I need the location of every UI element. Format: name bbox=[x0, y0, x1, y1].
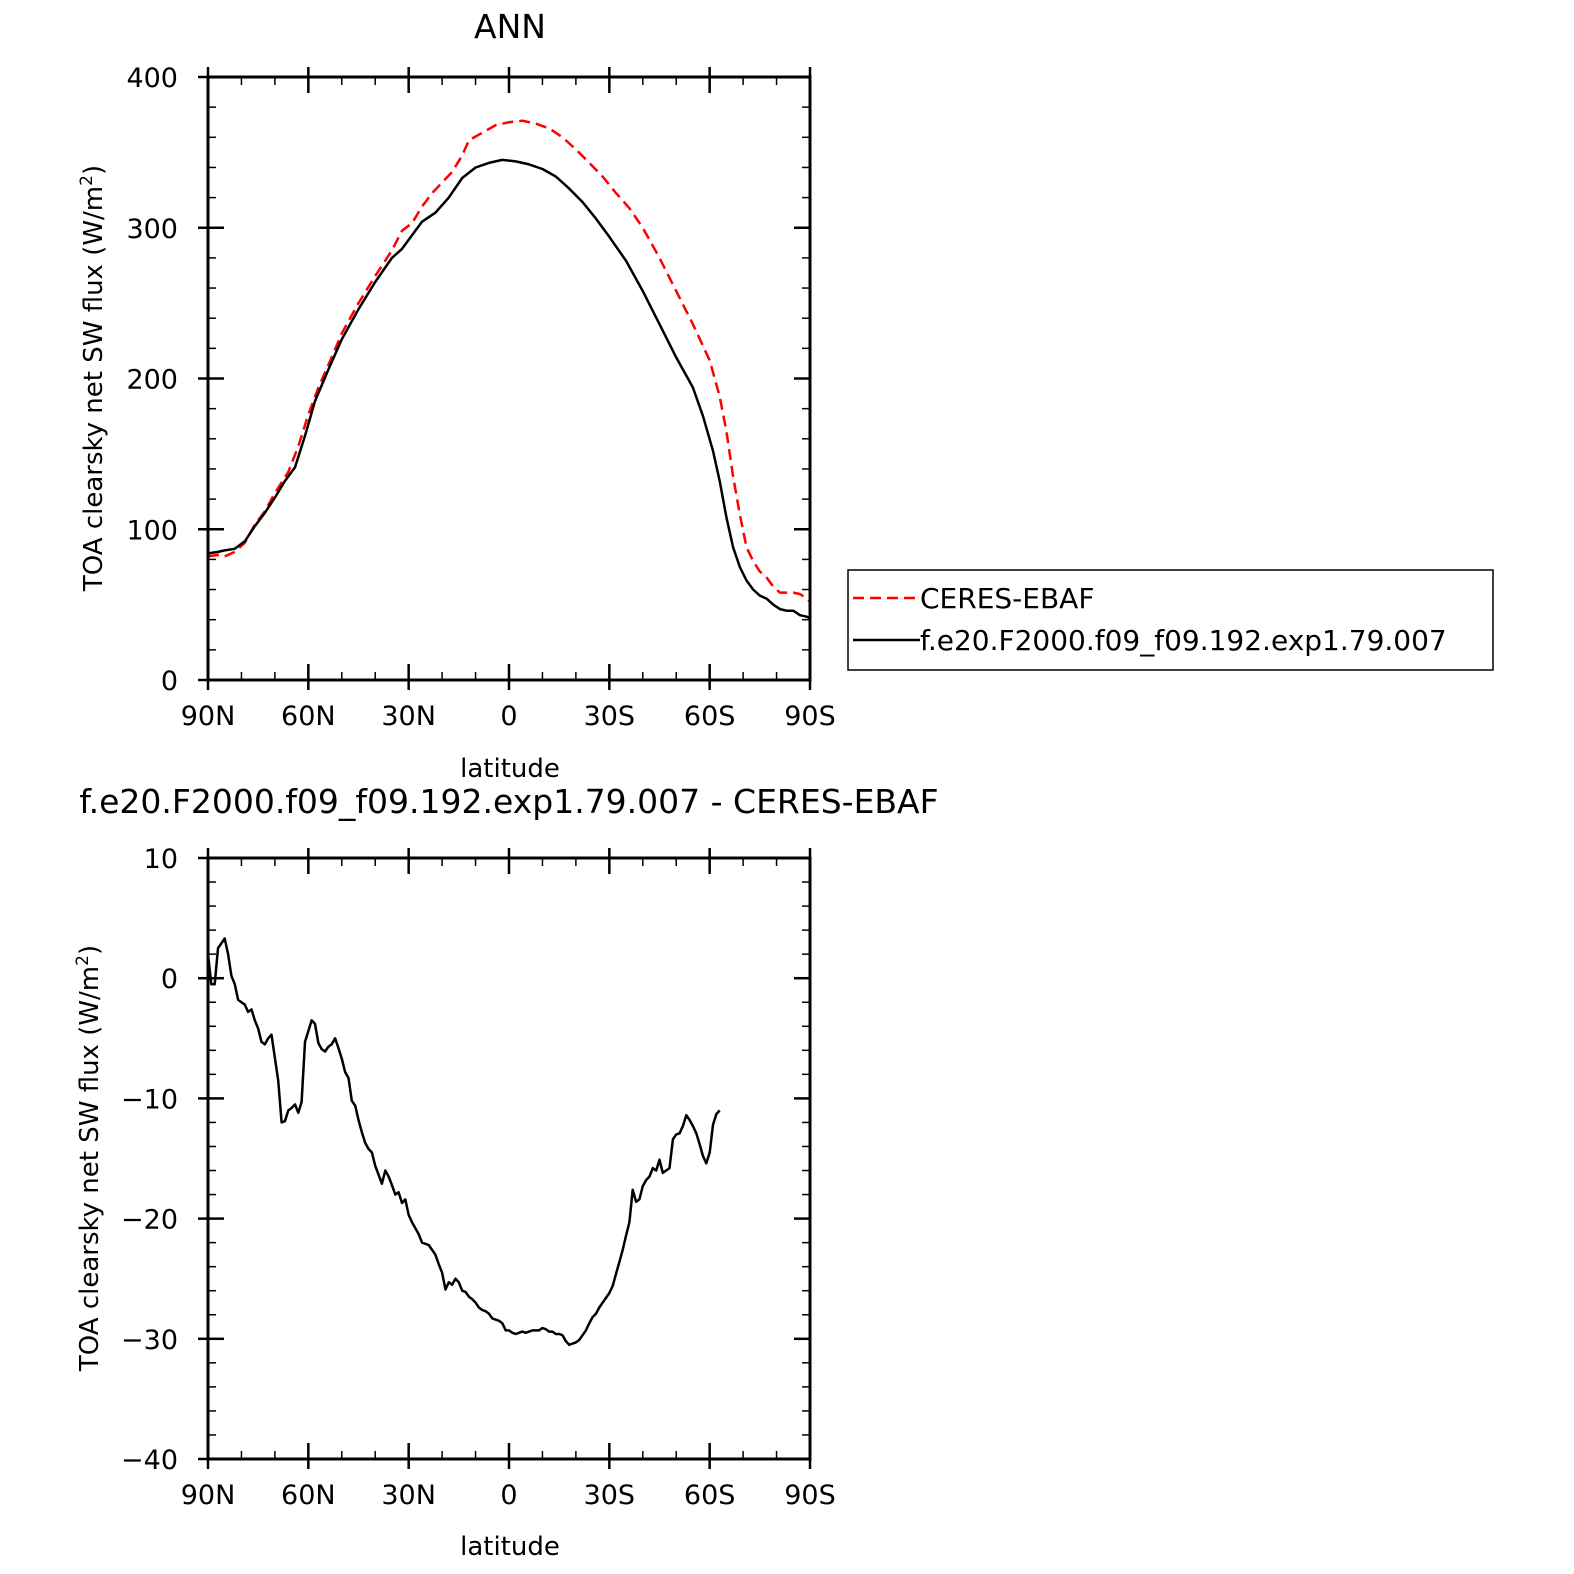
top-series-line-0 bbox=[207, 119, 811, 603]
top-plot-title: ANN bbox=[474, 7, 546, 46]
bottom-y-tick-label: 0 bbox=[161, 964, 178, 995]
top-series-line-1 bbox=[207, 158, 811, 620]
top-y-axis-title-main: TOA clearsky net SW flux (W/m bbox=[79, 186, 109, 592]
bottom-y-tick-label: −40 bbox=[121, 1445, 178, 1476]
bottom-y-axis-title-main: TOA clearsky net SW flux (W/m bbox=[75, 966, 105, 1372]
bottom-x-tick-label: 0 bbox=[500, 1480, 517, 1511]
top-y-tick-label: 100 bbox=[126, 515, 178, 546]
bottom-y-tick-label: −20 bbox=[121, 1205, 178, 1236]
legend-label-model: f.e20.F2000.f09_f09.192.exp1.79.007 bbox=[920, 624, 1447, 657]
top-x-tick-labels: 90N 60N 30N 0 30S 60S 90S bbox=[181, 701, 836, 732]
bottom-y-tick-labels: −40 −30 −20 −10 0 10 bbox=[121, 844, 178, 1476]
bottom-plot-title: f.e20.F2000.f09_f09.192.exp1.79.007 - CE… bbox=[79, 782, 938, 821]
legend-box bbox=[847, 569, 1494, 671]
bottom-y-tick-label: −30 bbox=[121, 1325, 178, 1356]
bottom-x-tick-label: 60S bbox=[684, 1480, 736, 1511]
bottom-x-tick-label: 90N bbox=[181, 1480, 236, 1511]
bottom-y-axis-title-close: ) bbox=[75, 945, 105, 955]
top-y-tick-label: 0 bbox=[161, 666, 178, 697]
top-plot: ANN 0 100 200 300 400 90N 60N 30N 0 30S 60S 90S la… bbox=[77, 7, 1494, 784]
bottom-y-axis-title: TOA clearsky net SW flux (W/m2) bbox=[73, 945, 105, 1372]
top-x-tick-label: 60N bbox=[281, 701, 336, 732]
top-x-tick-label: 90N bbox=[181, 701, 236, 732]
top-x-tick-label: 30N bbox=[381, 701, 436, 732]
top-y-tick-labels: 0 100 200 300 400 bbox=[126, 63, 178, 697]
bottom-y-tick-label: 10 bbox=[144, 844, 178, 875]
bottom-ticks-layer bbox=[198, 848, 812, 1469]
bottom-x-axis-title: latitude bbox=[460, 1532, 560, 1562]
top-y-axis-title-close: ) bbox=[79, 165, 109, 175]
bottom-x-tick-labels: 90N 60N 30N 0 30S 60S 90S bbox=[181, 1480, 836, 1511]
legend: CERES-EBAF f.e20.F2000.f09_f09.192.exp1.… bbox=[847, 569, 1494, 671]
top-plot-frame bbox=[206, 75, 812, 682]
bottom-x-tick-label: 90S bbox=[784, 1480, 836, 1511]
bottom-plot-frame bbox=[206, 856, 812, 1461]
top-x-tick-label: 60S bbox=[684, 701, 736, 732]
bottom-y-tick-label: −10 bbox=[121, 1084, 178, 1115]
bottom-x-tick-label: 60N bbox=[281, 1480, 336, 1511]
bottom-x-tick-label: 30S bbox=[584, 1480, 636, 1511]
top-y-tick-label: 400 bbox=[126, 63, 178, 94]
top-x-tick-label: 0 bbox=[500, 701, 517, 732]
bottom-plot: f.e20.F2000.f09_f09.192.exp1.79.007 - CE… bbox=[73, 782, 939, 1562]
legend-label-ceres-ebaf: CERES-EBAF bbox=[920, 582, 1094, 615]
bottom-x-tick-label: 30N bbox=[381, 1480, 436, 1511]
top-y-tick-label: 200 bbox=[126, 365, 178, 396]
top-x-axis-title: latitude bbox=[460, 754, 560, 784]
top-ticks-layer bbox=[198, 67, 812, 690]
top-y-axis-title-superscript: 2 bbox=[77, 175, 97, 186]
top-y-axis-title: TOA clearsky net SW flux (W/m2) bbox=[77, 165, 109, 592]
top-x-tick-label: 30S bbox=[584, 701, 636, 732]
top-x-tick-label: 90S bbox=[784, 701, 836, 732]
bottom-series-line-0 bbox=[206, 937, 721, 1347]
bottom-y-axis-title-superscript: 2 bbox=[73, 955, 93, 966]
top-y-tick-label: 300 bbox=[126, 214, 178, 245]
bottom-series-layer bbox=[206, 937, 721, 1347]
top-series-layer bbox=[207, 119, 811, 620]
